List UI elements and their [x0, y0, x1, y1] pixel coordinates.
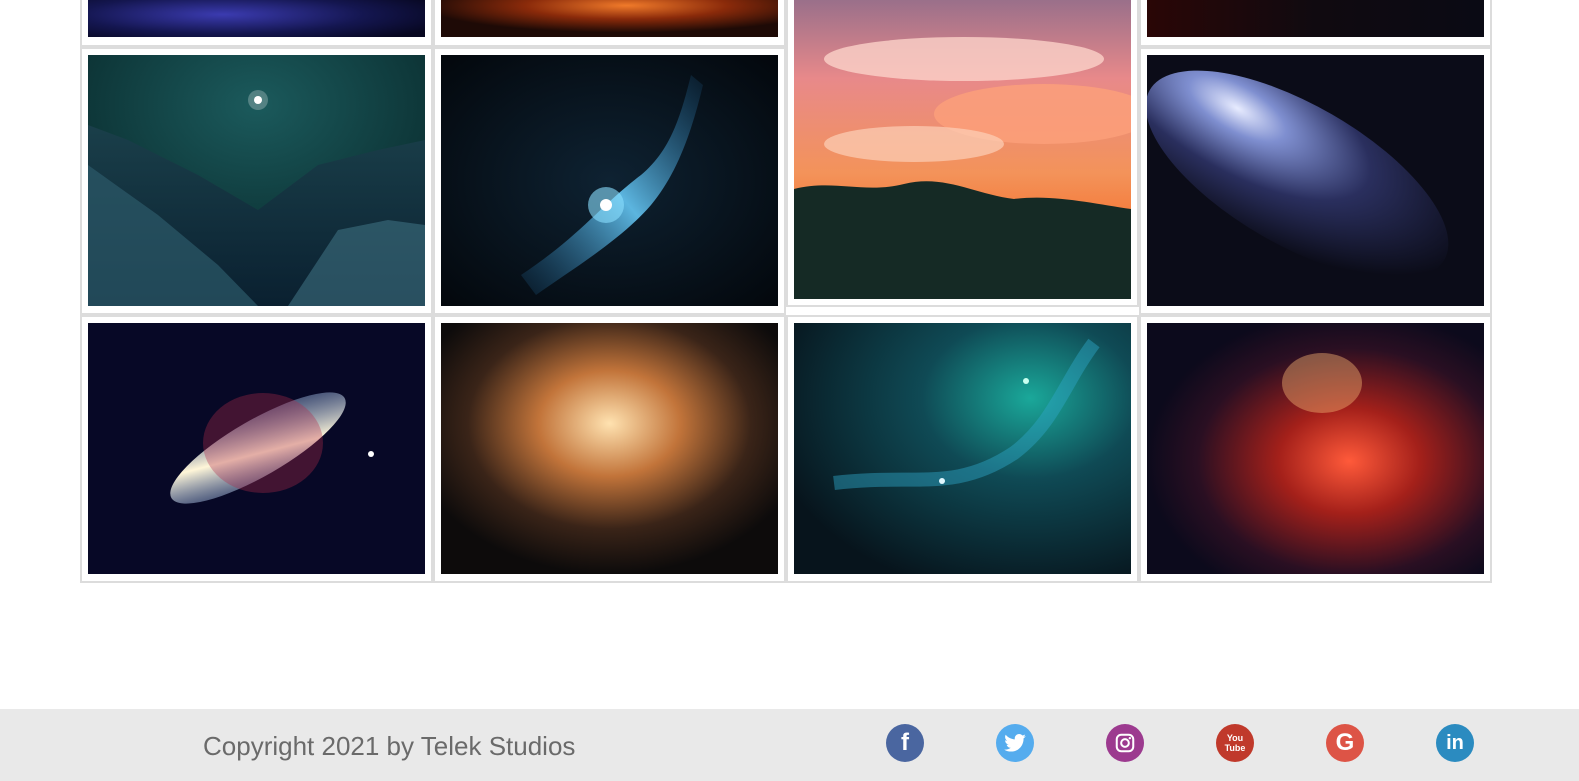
gallery-cell[interactable]	[786, 0, 1139, 307]
gallery-image-orange-nebula[interactable]	[441, 0, 778, 37]
gallery-image-starburst-galaxy[interactable]	[88, 323, 425, 574]
gallery-cell[interactable]	[80, 0, 433, 47]
google-glyph: G	[1335, 729, 1355, 756]
youtube-glyph: You Tube	[1224, 733, 1246, 753]
gallery-image-dark-red-nebula[interactable]	[1147, 0, 1484, 37]
twitter-icon[interactable]	[996, 724, 1034, 762]
gallery-cell[interactable]	[433, 315, 786, 583]
gallery-cell[interactable]	[1139, 47, 1492, 315]
gallery-row	[80, 315, 1492, 583]
gallery-cell[interactable]	[786, 315, 1139, 583]
gallery-image-teal-mountain[interactable]	[88, 55, 425, 306]
twitter-bird-icon	[1004, 734, 1026, 752]
gallery-image-spiral-galaxy-blue[interactable]	[1147, 55, 1484, 306]
gallery-image-blue-galaxy-streak[interactable]	[441, 55, 778, 306]
image-gallery	[80, 0, 1492, 583]
facebook-glyph: f	[901, 729, 909, 756]
gallery-cell[interactable]	[433, 47, 786, 315]
gallery-cell[interactable]	[1139, 0, 1492, 47]
gallery-image-red-nebula[interactable]	[1147, 323, 1484, 574]
instagram-icon[interactable]	[1106, 724, 1144, 762]
gallery-cell[interactable]	[80, 315, 433, 583]
gallery-row	[80, 0, 1492, 47]
gallery-cell[interactable]	[1139, 315, 1492, 583]
gallery-cell[interactable]	[433, 0, 786, 47]
google-icon[interactable]: G	[1326, 724, 1364, 762]
copyright-text: Copyright 2021 by Telek Studios	[203, 731, 576, 761]
linkedin-icon[interactable]: in	[1436, 724, 1474, 762]
gallery-image-blue-nebula[interactable]	[88, 0, 425, 37]
linkedin-glyph: in	[1446, 731, 1464, 754]
gallery-row	[80, 47, 1492, 315]
gallery-image-sunset-clouds[interactable]	[794, 0, 1131, 299]
youtube-icon[interactable]: You Tube	[1216, 724, 1254, 762]
instagram-camera-icon	[1115, 733, 1135, 753]
gallery-image-teal-nebula[interactable]	[794, 323, 1131, 574]
footer: Copyright 2021 by Telek Studios f You Tu…	[0, 709, 1579, 781]
gallery-image-golden-nebula[interactable]	[441, 323, 778, 574]
gallery-cell[interactable]	[80, 47, 433, 315]
facebook-icon[interactable]: f	[886, 724, 924, 762]
